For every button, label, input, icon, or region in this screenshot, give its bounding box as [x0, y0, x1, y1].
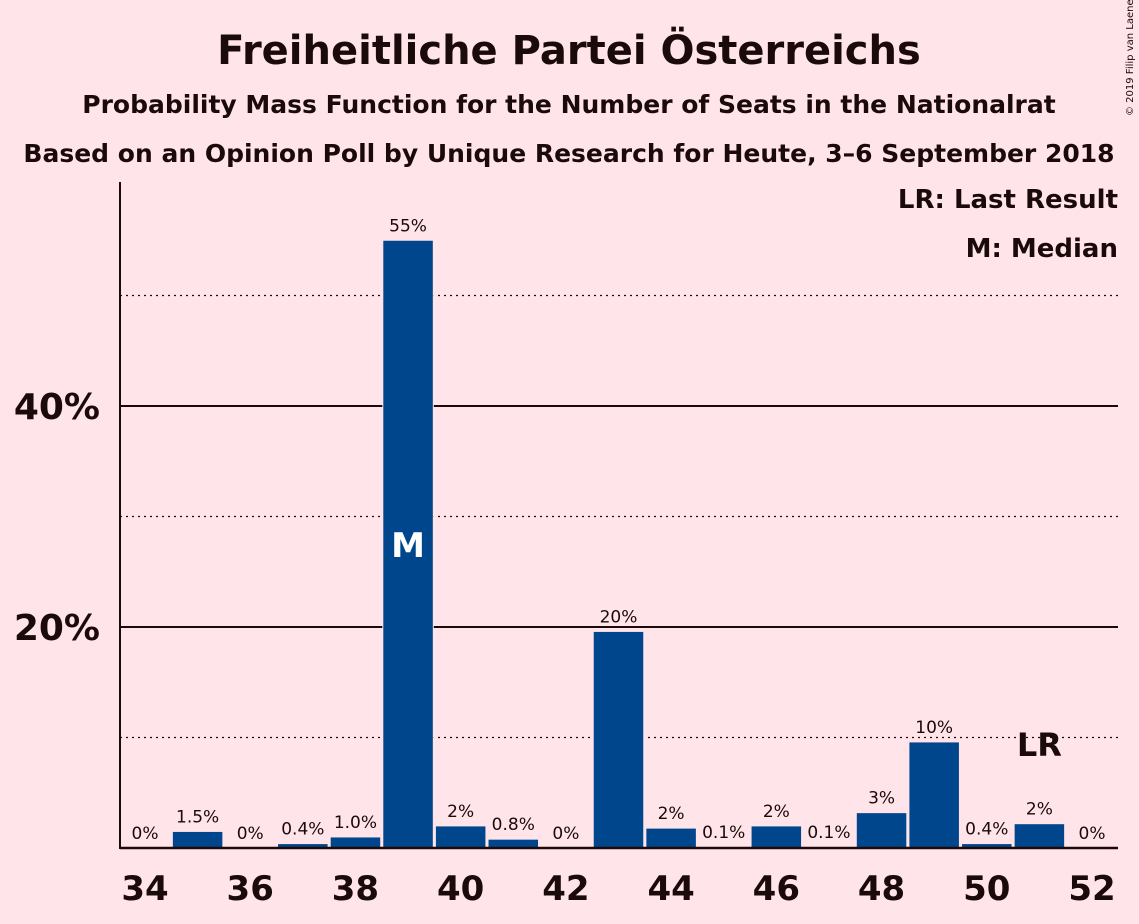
- y-tick-label-20: 20%: [14, 608, 100, 649]
- x-tick-label-36: 36: [227, 869, 274, 909]
- value-label-44: 2%: [658, 804, 685, 824]
- chart-title: Freiheitliche Partei Österreichs: [217, 26, 921, 74]
- value-label-37: 0.4%: [281, 820, 324, 840]
- bar-48: [855, 812, 908, 849]
- value-label-35: 1.5%: [176, 807, 219, 827]
- x-tick-label-42: 42: [542, 869, 589, 909]
- value-label-51: 2%: [1026, 800, 1053, 820]
- x-tick-label-40: 40: [437, 869, 484, 909]
- bar-44: [645, 827, 697, 849]
- legend-last-result: LR: Last Result: [898, 185, 1118, 215]
- legend-median: M: Median: [966, 234, 1118, 264]
- value-label-49: 10%: [915, 718, 953, 738]
- bar-40: [434, 825, 487, 849]
- chart-subtitle-2: Based on an Opinion Poll by Unique Resea…: [23, 139, 1114, 168]
- value-label-38: 1.0%: [334, 813, 377, 833]
- value-labels: 0% 1.5% 0% 0.4% 1.0% 55% 2% 0.8% 0% 20% 2% 0.1% 2% 0.…: [132, 216, 1106, 844]
- x-tick-label-46: 46: [753, 869, 800, 909]
- last-result-marker: LR: [1017, 726, 1062, 764]
- value-label-47: 0.1%: [807, 823, 850, 843]
- markers: M LR: [391, 526, 1062, 764]
- chart-subtitle: Probability Mass Function for the Number…: [82, 90, 1055, 119]
- y-tick-label-40: 40%: [14, 387, 100, 428]
- bar-51: [1013, 823, 1066, 849]
- value-label-46: 2%: [763, 802, 790, 822]
- axes: 34 36 38 40 42 44 46 48 50 52 20% 40%: [14, 182, 1118, 909]
- x-tick-label-52: 52: [1068, 869, 1115, 909]
- bars: [171, 239, 1066, 849]
- bar-39: [382, 239, 434, 849]
- x-tick-label-38: 38: [332, 869, 379, 909]
- value-label-48: 3%: [868, 789, 895, 809]
- x-tick-label-50: 50: [963, 869, 1010, 909]
- value-label-36: 0%: [237, 824, 264, 844]
- value-label-42: 0%: [552, 824, 579, 844]
- value-label-50: 0.4%: [965, 820, 1008, 840]
- bar-35: [171, 830, 224, 849]
- value-label-45: 0.1%: [702, 823, 745, 843]
- value-label-43: 20%: [600, 607, 638, 627]
- median-marker: M: [391, 526, 425, 566]
- value-label-39: 55%: [389, 216, 427, 236]
- x-tick-label-48: 48: [858, 869, 905, 909]
- value-label-34: 0%: [132, 824, 159, 844]
- x-tick-label-44: 44: [647, 869, 694, 909]
- bar-38: [329, 836, 382, 849]
- value-label-41: 0.8%: [492, 815, 535, 835]
- x-tick-label-34: 34: [121, 869, 168, 909]
- copyright-notice: © 2019 Filip van Laenen: [1125, 0, 1136, 116]
- bar-46: [750, 825, 803, 849]
- bar-43: [592, 630, 645, 849]
- value-label-52: 0%: [1079, 824, 1106, 844]
- bar-41: [487, 838, 540, 849]
- value-label-40: 2%: [447, 802, 474, 822]
- bar-49: [908, 741, 960, 849]
